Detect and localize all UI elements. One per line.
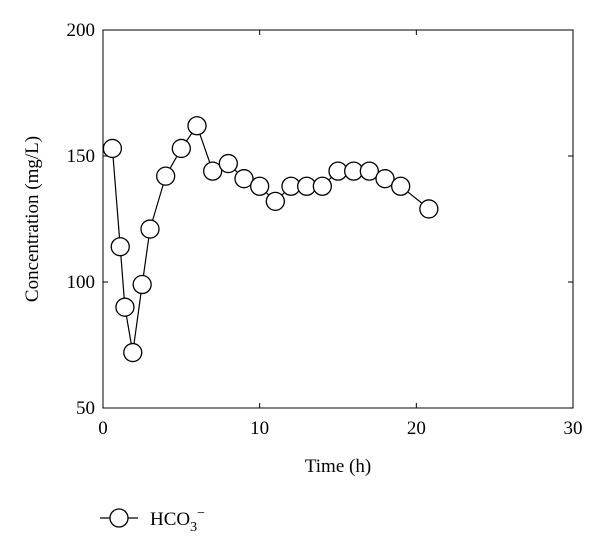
data-point xyxy=(102,138,123,159)
data-point xyxy=(132,274,152,295)
y-tick-label: 150 xyxy=(67,146,96,167)
plot-frame xyxy=(102,29,574,409)
x-tick-label: 30 xyxy=(564,418,583,439)
data-point xyxy=(171,138,191,159)
data-point xyxy=(375,169,395,189)
legend-marker-swatch xyxy=(109,508,129,528)
axis-ticks xyxy=(102,29,574,409)
legend-label-base: HCO xyxy=(150,509,190,530)
legend: HCO3− xyxy=(100,506,205,535)
data-point xyxy=(419,199,439,219)
data-point xyxy=(218,153,238,174)
series-line-0 xyxy=(111,124,430,353)
legend-label-subscript: 3 xyxy=(190,520,197,535)
data-point xyxy=(156,166,176,186)
data-point xyxy=(359,161,379,181)
x-tick-label: 20 xyxy=(407,418,426,439)
y-axis-title: Concentration (mg/L) xyxy=(22,136,43,302)
data-point xyxy=(203,161,223,181)
data-point xyxy=(123,342,143,363)
data-point xyxy=(234,169,254,189)
series-layer xyxy=(102,116,439,363)
plot-axes xyxy=(102,29,574,409)
data-point xyxy=(391,176,411,196)
y-tick-label: 50 xyxy=(76,398,95,419)
x-axis-title: Time (h) xyxy=(305,456,371,477)
data-point xyxy=(115,297,135,317)
data-point xyxy=(265,191,285,212)
data-point xyxy=(110,237,130,257)
y-tick-label: 100 xyxy=(67,272,96,293)
x-tick-label: 10 xyxy=(250,418,269,439)
data-point xyxy=(312,176,332,196)
x-tick-label: 0 xyxy=(98,418,108,439)
y-tick-label: 200 xyxy=(67,20,96,41)
data-point xyxy=(140,219,160,239)
axis-tick-labels: 0 10 20 30 50 100 150 200 xyxy=(67,20,583,439)
data-point xyxy=(187,116,207,136)
legend-label-hco3: HCO3− xyxy=(150,506,205,535)
data-point xyxy=(250,176,270,196)
legend-label-superscript: − xyxy=(197,506,205,521)
